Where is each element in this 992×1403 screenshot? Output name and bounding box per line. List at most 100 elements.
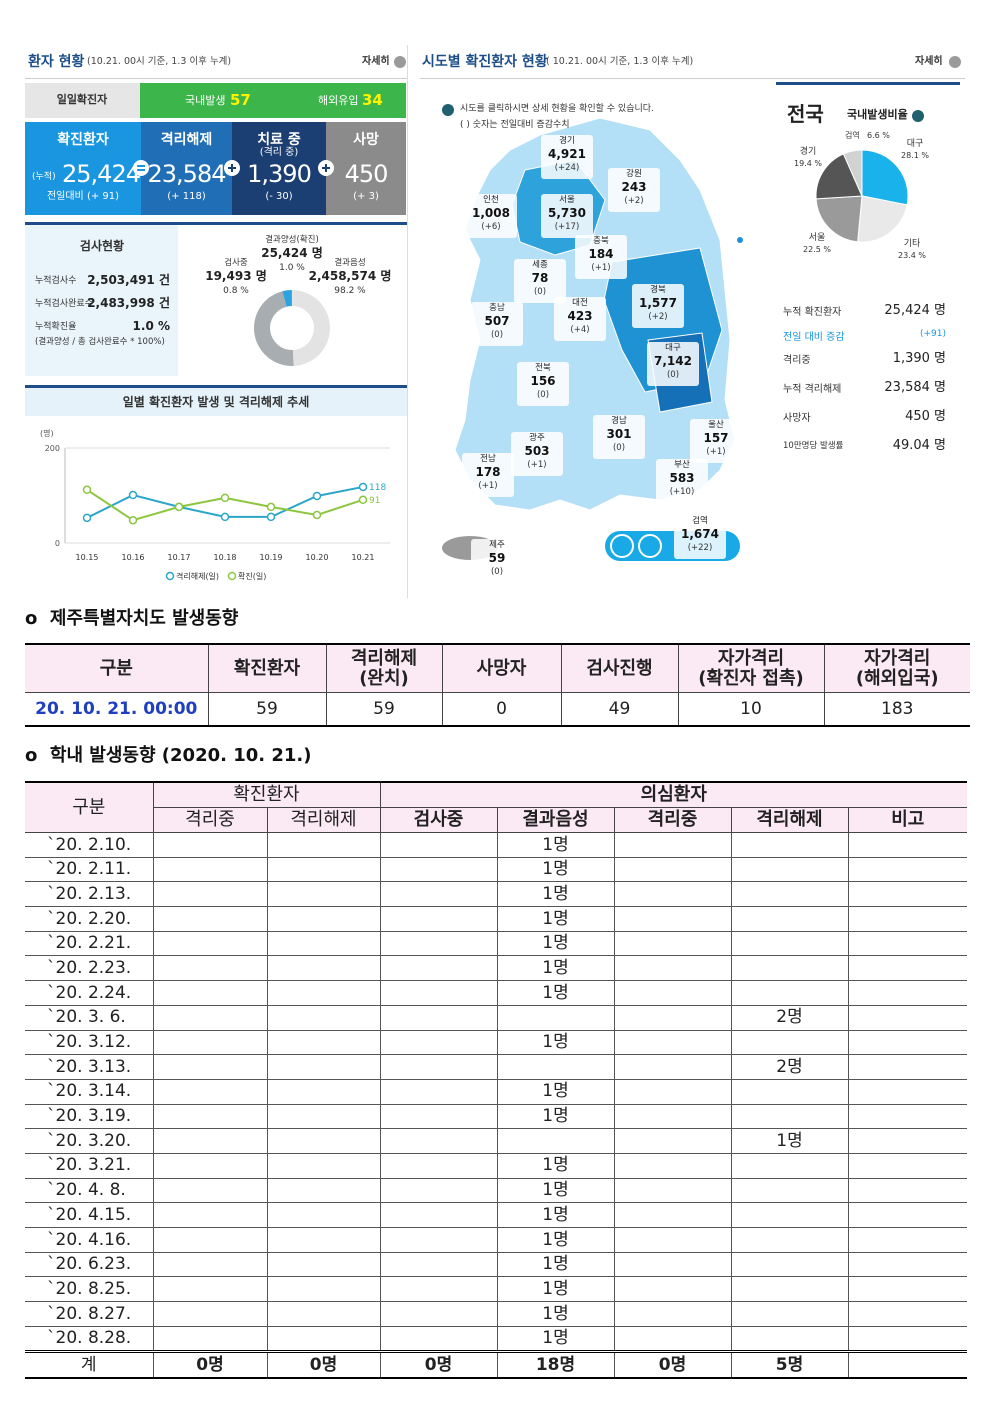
data-cell xyxy=(730,1326,849,1353)
data-cell xyxy=(847,1005,968,1031)
region-label-bg xyxy=(471,539,523,583)
data-cell xyxy=(266,1128,381,1154)
data-cell xyxy=(379,1276,498,1303)
data-cell: 49 xyxy=(561,692,679,726)
data-cell xyxy=(266,1153,381,1179)
pie-value: 23.4 % xyxy=(898,251,926,260)
data-cell xyxy=(266,832,381,858)
region-name: 대전 xyxy=(572,298,588,308)
data-cell: 1명 xyxy=(496,906,615,932)
national-label: 누적 확진환자 xyxy=(783,307,842,318)
data-row: `20. 6.23. 1명 xyxy=(25,1252,968,1278)
data-cell xyxy=(847,1128,968,1154)
donut-label: 검사중 xyxy=(224,258,248,268)
pie-label: 기타 xyxy=(904,238,921,249)
date-cell: `20. 8.27. xyxy=(25,1301,154,1327)
point xyxy=(266,502,276,512)
card-label: 격리해제 xyxy=(160,132,213,148)
date-cell: `20. 3.14. xyxy=(25,1079,154,1105)
date-cell: `20. 2.13. xyxy=(25,881,154,908)
data-cell xyxy=(730,881,849,908)
region-count: 157 xyxy=(703,431,729,445)
national-panel xyxy=(776,82,960,477)
region-label-bg xyxy=(517,362,569,406)
donut-count: 19,493 명 xyxy=(205,269,267,283)
tab-daily xyxy=(25,83,140,118)
data-cell: 1명 xyxy=(496,1202,615,1228)
data-row: `20. 2.13. 1명 xyxy=(25,881,968,908)
point xyxy=(358,495,368,505)
date-cell: `20. 8.28. xyxy=(25,1326,154,1353)
date-cell: `20. 4. 8. xyxy=(25,1178,154,1204)
card-value: 1,390 xyxy=(247,160,312,188)
card-sublabel: (격리 중) xyxy=(259,147,299,158)
national-label: 10만명당 발생률 xyxy=(783,441,844,451)
point xyxy=(82,485,92,495)
header-row: 구분 확진환자 격리해제 (완치) 사망자 검사진행 자가격리 (확진자 접촉) 자가격리 … xyxy=(25,644,970,693)
data-cell: 2명 xyxy=(730,1054,849,1080)
legend-swatch xyxy=(227,571,237,581)
card-value: 450 xyxy=(344,160,389,188)
header-cell: 확진환자 xyxy=(208,644,327,693)
tests-title: 검사현황 xyxy=(79,239,125,253)
data-cell xyxy=(266,1104,381,1130)
data-cell xyxy=(379,881,498,908)
region-change: (+1) xyxy=(527,460,547,470)
data-cell: 1명 xyxy=(496,881,615,908)
region-label-bg xyxy=(554,297,606,341)
data-cell xyxy=(152,931,268,957)
region-count: 423 xyxy=(567,309,593,323)
data-cell: 1명 xyxy=(496,931,615,957)
data-cell xyxy=(379,1030,498,1056)
region-label-bg xyxy=(514,259,566,303)
data-cell: 20. 10. 21. 00:00 xyxy=(25,692,209,726)
data-cell xyxy=(613,906,732,932)
data-cell: 10 xyxy=(678,692,825,726)
tab-value: 34 xyxy=(362,91,383,109)
trend-title-bar xyxy=(25,385,407,416)
card-change: (- 30) xyxy=(265,191,293,202)
point xyxy=(358,482,368,492)
stat-card xyxy=(25,122,141,215)
region-label-bg xyxy=(690,419,742,463)
data-cell xyxy=(613,1005,732,1031)
data-cell xyxy=(152,1276,268,1303)
data-cell xyxy=(730,931,849,957)
data-cell xyxy=(379,1252,498,1278)
card-label: 확진환자 xyxy=(57,132,109,148)
region-count: 1,674 xyxy=(681,527,719,541)
data-row: 20. 10. 21. 00:00 59 59 0 49 10 183 xyxy=(25,692,970,726)
region-name: 광주 xyxy=(529,433,545,443)
data-cell xyxy=(847,1030,968,1056)
help-icon xyxy=(912,110,924,122)
pie-slice xyxy=(861,149,909,206)
data-cell xyxy=(613,881,732,908)
national-value: 450 명 xyxy=(905,409,946,424)
data-cell xyxy=(613,832,732,858)
data-cell xyxy=(152,881,268,908)
pie-slice xyxy=(857,195,908,243)
x-tick-label: 10.19 xyxy=(260,553,283,562)
date-cell: `20. 3.19. xyxy=(25,1104,154,1130)
data-cell xyxy=(847,881,968,908)
x-tick-label: 10.16 xyxy=(122,553,145,562)
region-name: 대구 xyxy=(665,343,681,353)
panel-subtitle: ( 10.21. 00시 기준, 1.3 이후 누계) xyxy=(546,56,694,67)
region-label-bg xyxy=(647,342,699,386)
map-note: ( ) 숫자는 전일대비 증감수치 xyxy=(460,120,570,130)
data-cell xyxy=(613,1104,732,1130)
data-cell xyxy=(730,1227,849,1253)
data-cell xyxy=(847,1079,968,1105)
data-cell xyxy=(266,1178,381,1204)
region-name: 전북 xyxy=(535,363,551,373)
x-tick-label: 10.15 xyxy=(76,553,99,562)
pie-label: 검역 xyxy=(845,130,860,140)
card-label: 사망 xyxy=(353,132,379,148)
region-count: 583 xyxy=(669,471,695,485)
value-label: 91 xyxy=(369,496,380,506)
data-cell: 183 xyxy=(881,698,914,719)
data-cell xyxy=(730,955,849,982)
pie-slice xyxy=(815,153,863,200)
region-label-bg xyxy=(674,515,726,559)
